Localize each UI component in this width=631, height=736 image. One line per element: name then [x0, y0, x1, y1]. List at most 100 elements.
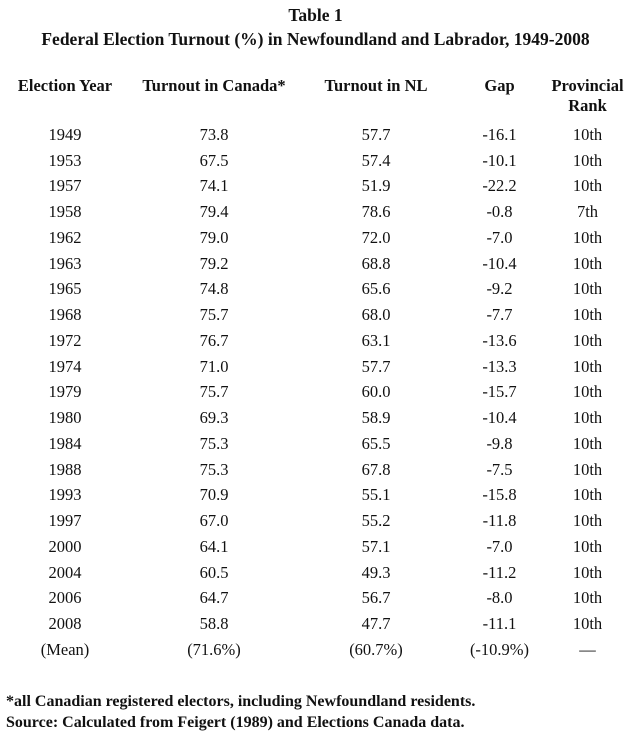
- cell-gap: -10.1: [482, 150, 517, 170]
- cell-turnout-canada: 71.0: [199, 356, 229, 376]
- cell-election-year: 1963: [48, 253, 82, 273]
- cell-turnout-canada: 79.2: [199, 253, 229, 273]
- cell-turnout-canada: 75.7: [199, 382, 229, 402]
- cell-provincial-rank: 10th: [572, 227, 603, 247]
- cell-provincial-rank: 10th: [572, 356, 603, 376]
- header-turnout-canada: Turnout in Canada*: [142, 76, 286, 95]
- source-note: Source: Calculated from Feigert (1989) a…: [6, 714, 465, 731]
- cell-provincial-rank: 10th: [572, 588, 603, 608]
- cell-provincial-rank: 10th: [572, 511, 603, 531]
- cell-turnout-nl: 51.9: [361, 176, 391, 196]
- cell-turnout-nl: 68.0: [361, 305, 391, 325]
- cell-turnout-canada: 79.0: [199, 227, 229, 247]
- table-row: 2006 64.7 56.7 -8.0 10th: [6, 586, 624, 612]
- cell-gap: -7.0: [486, 536, 513, 556]
- cell-gap: -9.8: [486, 433, 513, 453]
- cell-election-year: 2000: [48, 536, 82, 556]
- cell-election-year: 1965: [48, 279, 82, 299]
- cell-election-year: 1949: [48, 124, 82, 144]
- table-row: 1997 67.0 55.2 -11.8 10th: [6, 508, 624, 534]
- cell-turnout-nl: 57.4: [361, 150, 391, 170]
- cell-turnout-canada: 70.9: [199, 485, 229, 505]
- table-row: 1993 70.9 55.1 -15.8 10th: [6, 483, 624, 509]
- footnote: *all Canadian registered electors, inclu…: [6, 693, 476, 710]
- cell-turnout-nl: 58.9: [361, 408, 391, 428]
- table-row: 1979 75.7 60.0 -15.7 10th: [6, 380, 624, 406]
- cell-gap: -22.2: [482, 176, 517, 196]
- cell-provincial-rank: 10th: [572, 562, 603, 582]
- table-row: 1988 75.3 67.8 -7.5 10th: [6, 457, 624, 483]
- cell-turnout-nl: 47.7: [361, 614, 391, 634]
- cell-turnout-nl: 68.8: [361, 253, 391, 273]
- table-row: 1965 74.8 65.6 -9.2 10th: [6, 277, 624, 303]
- cell-turnout-nl: 72.0: [361, 227, 391, 247]
- table-row: 1962 79.0 72.0 -7.0 10th: [6, 225, 624, 251]
- table-title: Table 1: [288, 5, 343, 25]
- cell-election-year: 1980: [48, 408, 82, 428]
- cell-turnout-canada: 73.8: [199, 124, 229, 144]
- table-row: 1972 76.7 63.1 -13.6 10th: [6, 328, 624, 354]
- cell-turnout-nl: 67.8: [361, 459, 391, 479]
- mean-row: (Mean) (71.6%) (60.7%) (-10.9%) —: [6, 637, 624, 663]
- table-row: 1974 71.0 57.7 -13.3 10th: [6, 354, 624, 380]
- cell-provincial-rank: 10th: [572, 485, 603, 505]
- cell-turnout-canada: 64.1: [199, 536, 229, 556]
- cell-provincial-rank: —: [579, 639, 596, 659]
- cell-provincial-rank: 10th: [572, 536, 603, 556]
- header-provincial-rank: Provincial Rank: [551, 76, 624, 115]
- cell-provincial-rank: 10th: [572, 382, 603, 402]
- header-gap: Gap: [484, 76, 515, 95]
- cell-turnout-canada: 74.8: [199, 279, 229, 299]
- cell-election-year: 1958: [48, 202, 82, 222]
- cell-turnout-canada: 76.7: [199, 330, 229, 350]
- cell-gap: -13.3: [482, 356, 517, 376]
- cell-provincial-rank: 10th: [572, 614, 603, 634]
- turnout-table: Election Year Turnout in Canada* Turnout…: [6, 76, 624, 663]
- cell-turnout-nl: 55.2: [361, 511, 391, 531]
- table-body: 1949 73.8 57.7 -16.1 10th 1953 67.5 57.4 -10.1 10…: [6, 122, 624, 663]
- cell-provincial-rank: 7th: [576, 202, 599, 222]
- cell-election-year: 1972: [48, 330, 82, 350]
- cell-gap: -7.5: [486, 459, 513, 479]
- cell-gap: -16.1: [482, 124, 517, 144]
- cell-turnout-nl: (60.7%): [349, 639, 403, 659]
- cell-turnout-canada: 75.3: [199, 433, 229, 453]
- cell-provincial-rank: 10th: [572, 459, 603, 479]
- cell-turnout-nl: 57.7: [361, 356, 391, 376]
- cell-gap: -9.2: [486, 279, 513, 299]
- cell-turnout-canada: 69.3: [199, 408, 229, 428]
- table-row: 1958 79.4 78.6 -0.8 7th: [6, 199, 624, 225]
- cell-election-year: 2004: [48, 562, 82, 582]
- cell-turnout-nl: 56.7: [361, 588, 391, 608]
- table-row: 1980 69.3 58.9 -10.4 10th: [6, 405, 624, 431]
- cell-provincial-rank: 10th: [572, 253, 603, 273]
- header-election-year: Election Year: [17, 76, 113, 95]
- cell-turnout-canada: 74.1: [199, 176, 229, 196]
- table-row: 2004 60.5 49.3 -11.2 10th: [6, 560, 624, 586]
- cell-turnout-nl: 55.1: [361, 485, 391, 505]
- cell-turnout-canada: 67.0: [199, 511, 229, 531]
- cell-gap: -10.4: [482, 253, 517, 273]
- cell-election-year: 1968: [48, 305, 82, 325]
- cell-gap: -7.7: [486, 305, 513, 325]
- cell-provincial-rank: 10th: [572, 330, 603, 350]
- cell-election-year: 2006: [48, 588, 82, 608]
- cell-turnout-nl: 78.6: [361, 202, 391, 222]
- cell-gap: -0.8: [486, 202, 513, 222]
- cell-turnout-canada: 67.5: [199, 150, 229, 170]
- cell-turnout-canada: 64.7: [199, 588, 229, 608]
- cell-gap: -8.0: [486, 588, 513, 608]
- cell-election-year: 1984: [48, 433, 82, 453]
- cell-election-year: 1988: [48, 459, 82, 479]
- cell-turnout-nl: 63.1: [361, 330, 391, 350]
- table-subtitle: Federal Election Turnout (%) in Newfound…: [41, 29, 590, 49]
- table-row: 1963 79.2 68.8 -10.4 10th: [6, 251, 624, 277]
- cell-provincial-rank: 10th: [572, 433, 603, 453]
- cell-turnout-canada: 75.7: [199, 305, 229, 325]
- table-row: 2008 58.8 47.7 -11.1 10th: [6, 611, 624, 637]
- cell-provincial-rank: 10th: [572, 150, 603, 170]
- cell-gap: (-10.9%): [469, 639, 530, 659]
- cell-turnout-nl: 65.6: [361, 279, 391, 299]
- cell-provincial-rank: 10th: [572, 176, 603, 196]
